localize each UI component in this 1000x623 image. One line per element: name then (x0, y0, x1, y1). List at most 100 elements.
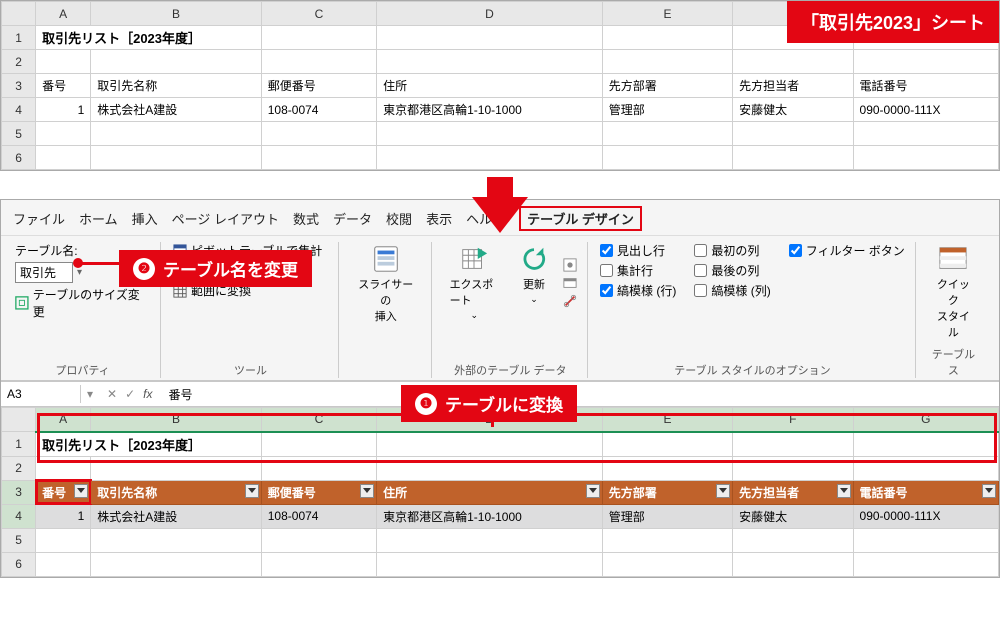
row-header-3[interactable]: 3 (2, 74, 36, 98)
col-header-E[interactable]: E (602, 2, 732, 26)
checkbox[interactable] (600, 244, 613, 257)
cell[interactable] (853, 146, 998, 170)
filter-icon[interactable] (837, 484, 851, 498)
cell[interactable] (36, 146, 91, 170)
cell[interactable] (91, 122, 262, 146)
cell-name[interactable]: 株式会社A建設 (91, 504, 262, 528)
cell[interactable] (602, 432, 732, 457)
filter-icon[interactable] (360, 484, 374, 498)
cell[interactable] (261, 146, 376, 170)
name-box-dropdown-icon[interactable]: ▾ (81, 387, 99, 401)
cell[interactable] (733, 528, 853, 552)
cell[interactable] (36, 50, 91, 74)
cell[interactable] (733, 552, 853, 576)
cell[interactable] (377, 432, 603, 457)
row-header-1[interactable]: 1 (2, 26, 36, 50)
row-header-5[interactable]: 5 (2, 122, 36, 146)
cell[interactable] (853, 456, 998, 480)
table-col-num[interactable]: 番号 (36, 480, 91, 504)
cell[interactable] (36, 552, 91, 576)
cell[interactable] (261, 122, 376, 146)
filter-icon[interactable] (245, 484, 259, 498)
tab-data[interactable]: データ (333, 209, 372, 228)
cell[interactable] (377, 26, 603, 50)
check-filter-btn[interactable]: フィルター ボタン (789, 242, 905, 259)
table-name-input[interactable]: 取引先 (15, 262, 73, 283)
col-header-B[interactable]: B (91, 408, 262, 432)
cell[interactable] (602, 26, 732, 50)
cell[interactable] (261, 528, 376, 552)
filter-icon[interactable] (716, 484, 730, 498)
col-header-E[interactable]: E (602, 408, 732, 432)
select-all-corner[interactable] (2, 2, 36, 26)
cell[interactable] (91, 528, 262, 552)
check-total-row[interactable]: 集計行 (600, 262, 676, 279)
cell[interactable] (261, 26, 376, 50)
cell[interactable] (377, 552, 603, 576)
cell[interactable] (36, 456, 91, 480)
cell-hdr-zip[interactable]: 郵便番号 (261, 74, 376, 98)
col-header-G[interactable]: G (853, 408, 998, 432)
tab-file[interactable]: ファイル (13, 209, 65, 228)
unlink-icon[interactable] (563, 294, 577, 308)
row-header-5[interactable]: 5 (2, 528, 36, 552)
table-col-person[interactable]: 先方担当者 (733, 480, 853, 504)
cell-addr[interactable]: 東京都港区高輪1-10-1000 (377, 98, 603, 122)
cell-hdr-name[interactable]: 取引先名称 (91, 74, 262, 98)
cell-person[interactable]: 安藤健太 (733, 98, 853, 122)
fx-icon[interactable]: fx (143, 387, 152, 401)
enter-icon[interactable]: ✓ (125, 387, 135, 401)
cell-zip[interactable]: 108-0074 (261, 98, 376, 122)
cell[interactable] (853, 50, 998, 74)
tab-view[interactable]: 表示 (426, 209, 452, 228)
cell[interactable] (733, 456, 853, 480)
tab-review[interactable]: 校閲 (386, 209, 412, 228)
cell[interactable] (36, 528, 91, 552)
filter-icon[interactable] (982, 484, 996, 498)
table-col-tel[interactable]: 電話番号 (853, 480, 998, 504)
formula-input[interactable]: 番号 (161, 384, 201, 405)
checkbox[interactable] (694, 284, 707, 297)
cell-tel[interactable]: 090-0000-111X (853, 98, 998, 122)
col-header-C[interactable]: C (261, 408, 376, 432)
tab-formulas[interactable]: 数式 (293, 209, 319, 228)
cell[interactable] (261, 456, 376, 480)
cell[interactable] (602, 50, 732, 74)
cell[interactable] (733, 146, 853, 170)
cell-tel[interactable]: 090-0000-111X (853, 504, 998, 528)
export-button[interactable]: エクスポート ⌄ (444, 242, 505, 323)
cell-zip[interactable]: 108-0074 (261, 504, 376, 528)
cell[interactable] (261, 552, 376, 576)
table-col-name[interactable]: 取引先名称 (91, 480, 262, 504)
cell[interactable] (91, 50, 262, 74)
tab-insert[interactable]: 挿入 (132, 209, 158, 228)
cell-person[interactable]: 安藤健太 (733, 504, 853, 528)
cell[interactable] (853, 122, 998, 146)
row-header-2[interactable]: 2 (2, 50, 36, 74)
cell[interactable] (733, 122, 853, 146)
row-header-3[interactable]: 3 (2, 480, 36, 504)
check-header-row[interactable]: 見出し行 (600, 242, 676, 259)
checkbox[interactable] (600, 284, 613, 297)
cell[interactable] (91, 552, 262, 576)
cancel-icon[interactable]: ✕ (107, 387, 117, 401)
filter-icon[interactable] (586, 484, 600, 498)
open-browser-icon[interactable] (563, 276, 577, 290)
cell[interactable] (261, 432, 376, 457)
cell-hdr-addr[interactable]: 住所 (377, 74, 603, 98)
row-header-6[interactable]: 6 (2, 552, 36, 576)
cell-hdr-tel[interactable]: 電話番号 (853, 74, 998, 98)
refresh-button[interactable]: 更新 ⌄ (513, 242, 555, 323)
row-header-2[interactable]: 2 (2, 456, 36, 480)
row-header-1[interactable]: 1 (2, 432, 36, 457)
cell-addr[interactable]: 東京都港区高輪1-10-1000 (377, 504, 603, 528)
cell-num[interactable]: 1 (36, 504, 91, 528)
cell-hdr-num[interactable]: 番号 (36, 74, 91, 98)
cell[interactable] (377, 50, 603, 74)
checkbox[interactable] (694, 264, 707, 277)
tab-home[interactable]: ホーム (79, 209, 118, 228)
cell[interactable] (377, 122, 603, 146)
col-header-F[interactable]: F (733, 408, 853, 432)
checkbox[interactable] (694, 244, 707, 257)
insert-slicer-button[interactable]: スライサーの 挿入 (351, 242, 421, 326)
